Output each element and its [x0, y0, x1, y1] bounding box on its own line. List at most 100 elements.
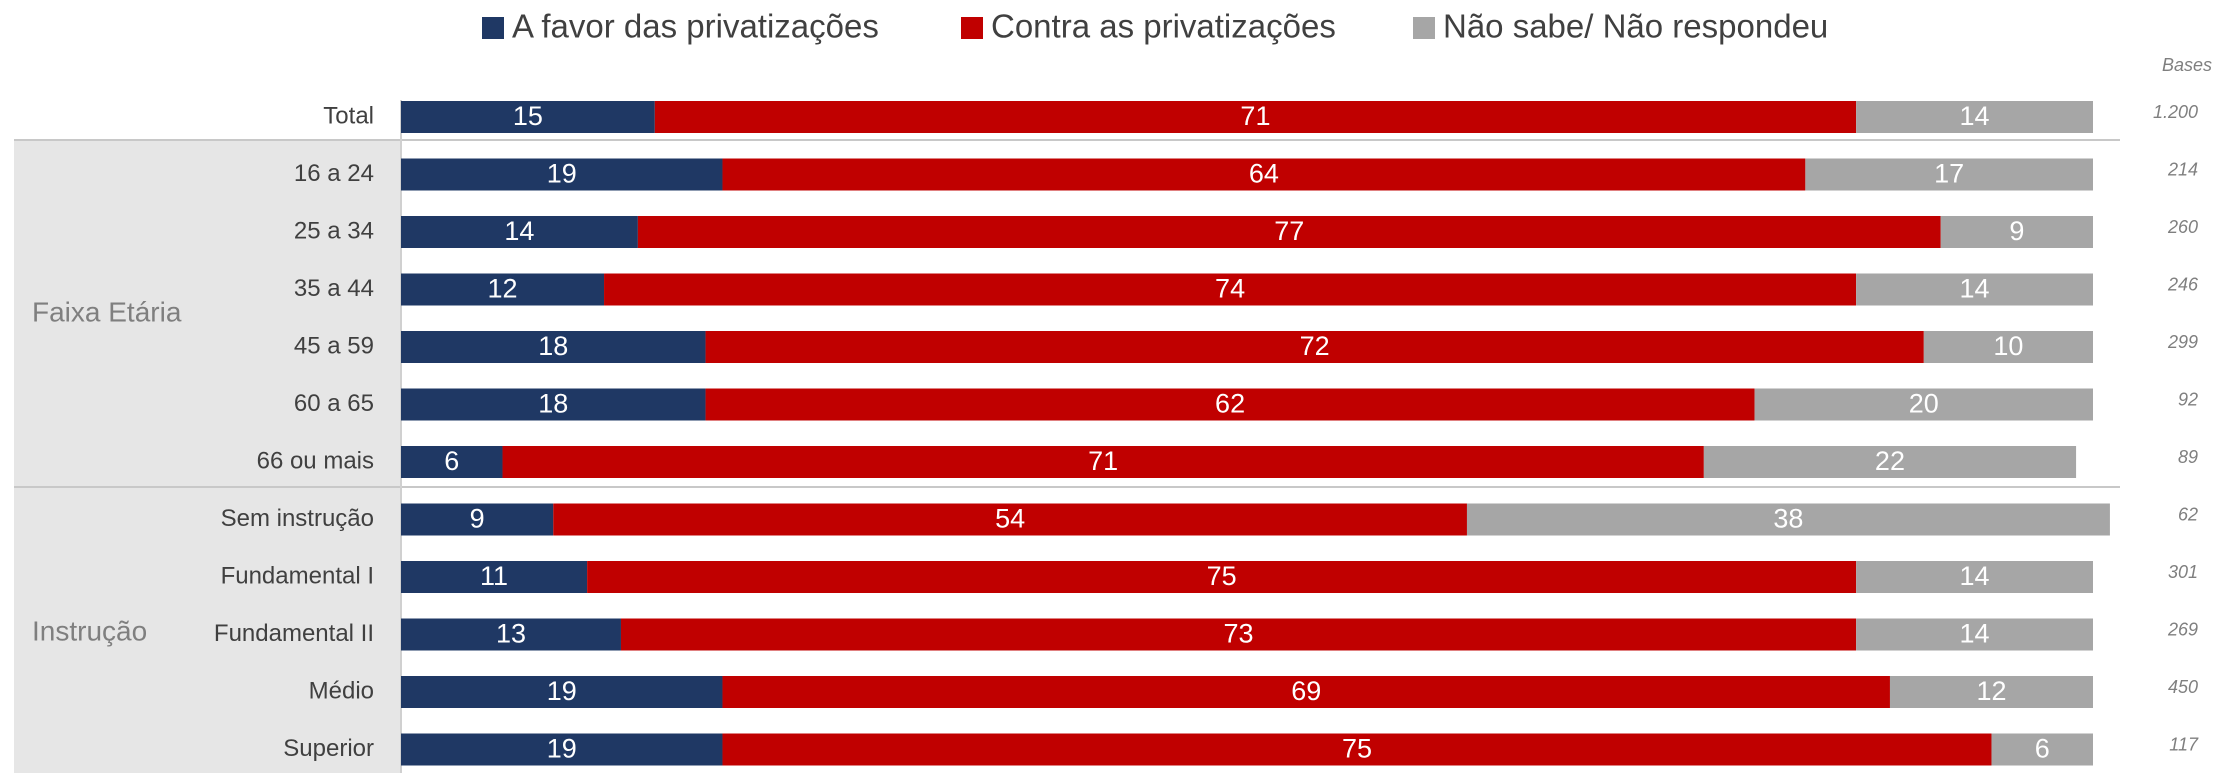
bar-segment: [1856, 618, 2093, 651]
base-label: 62: [2178, 504, 2198, 524]
value-label: 11: [480, 561, 508, 591]
bar-segment: [722, 733, 1992, 766]
bar-segment: [1940, 216, 2093, 248]
bar-segment: [620, 618, 1857, 651]
value-label: 71: [1088, 446, 1118, 476]
bar-segment: [553, 503, 1467, 536]
bar-segment: [604, 273, 1857, 306]
bar-segment: [401, 158, 723, 191]
value-label: 75: [1342, 734, 1372, 764]
category-label: 66 ou mais: [257, 447, 374, 474]
value-label: 77: [1274, 216, 1304, 246]
value-label: 14: [1960, 274, 1990, 304]
value-label: 73: [1224, 619, 1254, 649]
value-label: 13: [496, 619, 526, 649]
bar-segment: [722, 676, 1890, 708]
group-background: [14, 140, 401, 773]
value-label: 9: [2009, 216, 2024, 246]
value-label: 19: [547, 159, 577, 189]
bar-segment: [401, 503, 554, 536]
bar-segment: [401, 216, 638, 248]
legend-swatch: [482, 17, 504, 39]
value-label: 15: [513, 101, 543, 131]
value-label: 72: [1300, 331, 1330, 361]
category-label: Sem instrução: [221, 505, 374, 532]
value-label: 71: [1240, 101, 1270, 131]
value-label: 12: [1976, 676, 2006, 706]
category-label: Superior: [283, 735, 374, 762]
bar-segment: [705, 331, 1924, 363]
value-label: 14: [1960, 619, 1990, 649]
bar-segment: [1856, 273, 2093, 306]
value-label: 6: [444, 446, 459, 476]
value-label: 14: [1960, 101, 1990, 131]
legend-label: Contra as privatizações: [991, 8, 1336, 45]
bar-segment: [401, 388, 706, 421]
value-label: 14: [1960, 561, 1990, 591]
value-label: 22: [1875, 446, 1905, 476]
base-label: 299: [2167, 332, 2198, 352]
category-label: 16 a 24: [294, 160, 374, 187]
base-label: 92: [2178, 389, 2198, 409]
bar-segment: [401, 273, 605, 306]
value-label: 19: [547, 734, 577, 764]
value-label: 38: [1773, 504, 1803, 534]
value-label: 12: [487, 274, 517, 304]
value-label: 20: [1909, 389, 1939, 419]
value-label: 6: [2035, 734, 2050, 764]
bar-segment: [587, 561, 1857, 593]
base-label: 214: [2167, 159, 2198, 179]
value-label: 18: [538, 389, 568, 419]
category-label: Total: [323, 102, 374, 129]
base-label: 89: [2178, 447, 2198, 467]
bar-segment: [637, 216, 1941, 248]
legend-label: A favor das privatizações: [512, 8, 879, 45]
value-label: 17: [1934, 159, 1964, 189]
bar-segment: [1754, 388, 2093, 421]
legend-label: Não sabe/ Não respondeu: [1443, 8, 1828, 45]
value-label: 62: [1215, 389, 1245, 419]
value-label: 9: [470, 504, 485, 534]
value-label: 69: [1291, 676, 1321, 706]
bar-segment: [401, 331, 706, 363]
category-label: Fundamental I: [221, 562, 374, 589]
category-label: 45 a 59: [294, 332, 374, 359]
legend-swatch: [961, 17, 983, 39]
legend-swatch: [1413, 17, 1435, 39]
base-label: 301: [2168, 562, 2198, 582]
bar-segment: [401, 446, 503, 478]
value-label: 74: [1215, 274, 1245, 304]
value-label: 54: [995, 504, 1025, 534]
base-label: 450: [2168, 677, 2198, 697]
bar-segment: [1856, 101, 2093, 133]
value-label: 18: [538, 331, 568, 361]
bar-segment: [1889, 676, 2093, 708]
value-label: 64: [1249, 159, 1279, 189]
group-label: Faixa Etária: [32, 296, 182, 327]
bar-segment: [401, 561, 588, 593]
bar-segment: [1805, 158, 2093, 191]
category-label: Médio: [309, 677, 374, 704]
bar-segment: [502, 446, 1704, 478]
value-label: 19: [547, 676, 577, 706]
bar-segment: [722, 158, 1806, 191]
bar-segment: [401, 618, 621, 651]
bar-segment: [401, 733, 723, 766]
base-label: 260: [2167, 217, 2198, 237]
bar-segment: [1991, 733, 2093, 766]
value-label: 75: [1207, 561, 1237, 591]
value-label: 14: [504, 216, 534, 246]
bar-segment: [654, 101, 1857, 133]
group-label: Instrução: [32, 615, 147, 646]
base-label: 246: [2167, 274, 2199, 294]
value-label: 10: [1993, 331, 2023, 361]
base-label: 117: [2169, 734, 2199, 754]
bar-segment: [1703, 446, 2077, 478]
category-label: 25 a 34: [294, 217, 374, 244]
category-label: Fundamental II: [214, 620, 374, 647]
bar-segment: [1856, 561, 2093, 593]
base-label: 269: [2167, 619, 2198, 639]
base-label: 1.200: [2153, 102, 2198, 122]
bases-title: Bases: [2162, 55, 2212, 75]
bar-segment: [705, 388, 1755, 421]
